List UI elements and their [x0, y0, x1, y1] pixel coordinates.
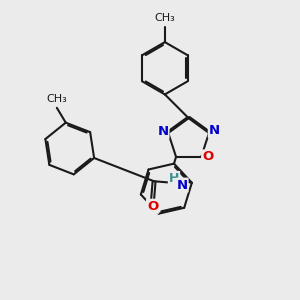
- Text: O: O: [147, 200, 158, 213]
- Text: CH₃: CH₃: [46, 94, 67, 104]
- Text: N: N: [209, 124, 220, 137]
- Text: H: H: [169, 172, 179, 185]
- Text: N: N: [158, 125, 169, 138]
- Text: O: O: [202, 150, 213, 164]
- Text: N: N: [176, 178, 188, 192]
- Text: CH₃: CH₃: [154, 14, 175, 23]
